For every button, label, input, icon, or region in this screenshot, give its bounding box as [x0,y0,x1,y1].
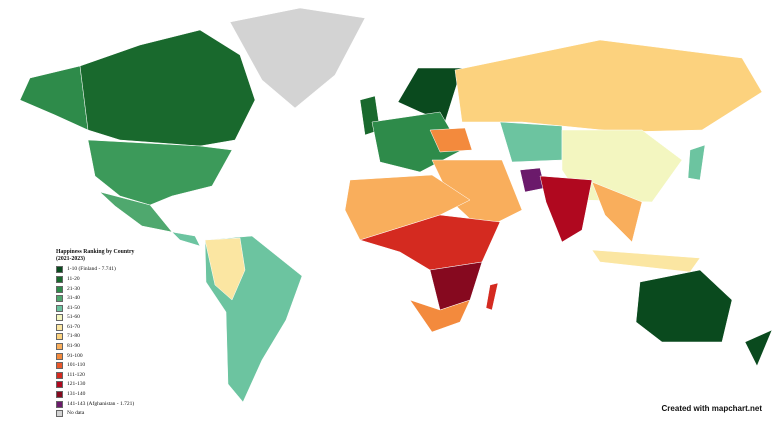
legend-swatch [56,410,63,418]
legend-label: 41-50 [67,304,80,311]
legend-label: 31-40 [67,295,80,302]
legend-swatch [56,352,63,360]
china [561,129,683,203]
legend-label: 101-110 [67,362,86,369]
legend-swatch [56,304,63,312]
legend-label: 11-20 [67,275,80,282]
legend-label: 91-100 [67,352,83,359]
usa [87,139,233,206]
legend-swatch [56,275,63,283]
legend-label: 141-143 (Afghanistan - 1.721) [67,400,135,407]
legend-label: 51-60 [67,314,80,321]
legend-item: 91-100 [56,352,146,360]
legend-label: 111-120 [67,371,85,378]
legend-item: 81-90 [56,343,146,351]
legend-swatch [56,343,63,351]
legend-item: 141-143 (Afghanistan - 1.721) [56,400,146,408]
new-zealand [744,329,773,367]
india [539,175,593,243]
legend-item: 51-60 [56,314,146,322]
kazakhstan [499,121,563,163]
russia [454,39,763,133]
legend-label: 121-130 [67,381,86,388]
legend-title: Happiness Ranking by Country (2021-2023) [56,249,135,262]
credit: Created with mapchart.net [661,404,762,413]
legend-swatch [56,381,63,389]
central-america [171,231,201,247]
legend-label: 1-10 (Finland - 7.741) [67,266,116,273]
alaska [19,65,89,131]
andes [204,237,246,301]
legend-label: No data [67,410,85,417]
legend-item: 101-110 [56,362,146,370]
greenland [229,7,366,109]
legend-swatch [56,266,63,274]
legend-swatch [56,285,63,293]
legend-item: 111-120 [56,371,146,379]
south-africa [409,299,471,333]
australia [635,269,733,343]
legend-item: 41-50 [56,304,146,312]
legend-item: 71-80 [56,333,146,341]
scandinavia [397,67,463,123]
legend-items: 1-10 (Finland - 7.741) 11-20 21-30 31-40 41-… [56,266,146,418]
legend-item: No data [56,410,146,418]
legend-item: 1-10 (Finland - 7.741) [56,266,146,274]
legend-item: 31-40 [56,295,146,303]
legend-swatch [56,295,63,303]
legend-label: 81-90 [67,343,80,350]
legend-swatch [56,371,63,379]
mexico [99,191,173,233]
legend-item: 21-30 [56,285,146,293]
legend-swatch [56,391,63,399]
legend-swatch [56,362,63,370]
japan [687,144,706,181]
legend-item: 131-140 [56,391,146,399]
east-africa [429,261,483,311]
east-europe [429,127,473,153]
southeast-asia [591,181,643,243]
canada [79,29,256,147]
legend-label: 61-70 [67,323,80,330]
madagascar [485,282,499,311]
legend-swatch [56,400,63,408]
legend-label: 71-80 [67,333,80,340]
indonesia [591,249,701,273]
legend-swatch [56,323,63,331]
legend-label: 131-140 [67,391,86,398]
legend: Happiness Ranking by Country (2021-2023)… [56,249,146,420]
legend-swatch [56,333,63,341]
legend-swatch [56,314,63,322]
legend-item: 61-70 [56,323,146,331]
legend-label: 21-30 [67,285,80,292]
legend-item: 11-20 [56,275,146,283]
legend-item: 121-130 [56,381,146,389]
